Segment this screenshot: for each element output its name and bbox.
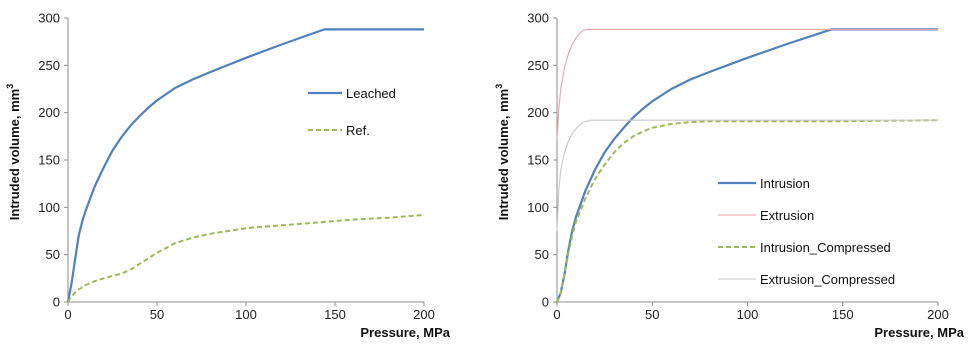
y-axis-title: Intruded volume, mm3 [494,84,511,220]
chart-1: 0 50 100 150 200 250 300 0 50 100 150 200 Pressure, … [5,11,451,341]
y-tick-label: 50 [46,247,60,262]
legend-label: Ref. [346,123,370,138]
legend-label: Extrusion_Compressed [760,272,895,287]
x-tick-label: 150 [324,307,346,322]
legend-label: Intrusion_Compressed [760,240,891,255]
series-line-intrusion-compressed [556,119,939,303]
y-axis-title-text: Intruded volume, mm [496,89,511,220]
y-tick-label: 300 [527,11,549,26]
y-tick-label: 250 [527,58,549,73]
legend: Intrusion Extrusion Intrusion_Compressed Ex… [718,176,895,287]
series-line-ref- [67,213,425,303]
y-tick-label: 100 [527,200,549,215]
x-tick-label: 50 [645,307,659,322]
y-axis-title-superscript: 3 [494,84,504,89]
y-tick-label: 300 [38,11,60,26]
y-tick-label: 50 [535,247,549,262]
y-tick-label: 150 [38,153,60,168]
y-tick-label: 200 [527,105,549,120]
series-line-extrusion-compressed [556,119,938,232]
x-tick-label: 0 [64,307,71,322]
y-axis-title: Intruded volume, mm3 [5,84,22,220]
chart-2: 0 50 100 150 200 250 300 0 50 100 150 200 Pressure, … [494,11,965,341]
series-line-extrusion [556,28,938,140]
x-tick-label: 200 [927,307,949,322]
legend: Leached Ref. [308,86,396,138]
x-tick-label: 150 [832,307,854,322]
y-tick-label: 0 [53,295,60,310]
x-tick-label: 200 [413,307,435,322]
legend-label: Intrusion [760,176,810,191]
series-line-intrusion [555,28,938,303]
x-axis-title: Pressure, MPa [874,325,964,340]
x-tick-label: 50 [150,307,164,322]
y-tick-label: 0 [542,295,549,310]
y-axis-title-superscript: 3 [5,84,15,89]
x-axis-title: Pressure, MPa [360,325,450,340]
y-axis-title-text: Intruded volume, mm [7,89,22,220]
legend-label: Extrusion [760,208,814,223]
series-line-leached [66,28,424,303]
x-tick-label: 0 [553,307,560,322]
y-tick-label: 150 [527,153,549,168]
legend-label: Leached [346,86,396,101]
x-tick-label: 100 [737,307,759,322]
y-tick-label: 200 [38,105,60,120]
x-tick-label: 100 [235,307,257,322]
y-tick-label: 250 [38,58,60,73]
y-tick-label: 100 [38,200,60,215]
